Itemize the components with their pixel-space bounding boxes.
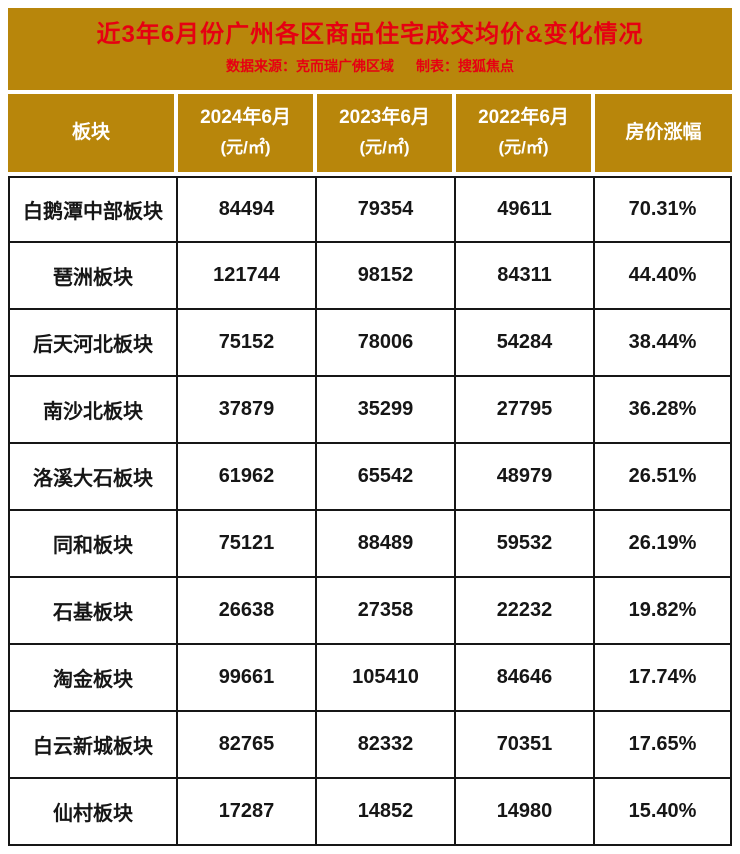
price-cell: 27795 [456,377,595,444]
col-label: 2023年6月 [339,107,430,129]
price-cell: 78006 [317,310,456,377]
price-cell: 14852 [317,779,456,846]
table-row: 淘金板块 99661 105410 84646 17.74% [8,645,732,712]
growth-cell: 38.44% [595,310,732,377]
price-cell: 59532 [456,511,595,578]
col-header-2024: 2024年6月 (元/㎡) [178,94,317,176]
credit-label: 制表：搜狐焦点 [416,58,514,75]
price-cell: 84646 [456,645,595,712]
district-cell: 石基板块 [8,578,178,645]
price-cell: 99661 [178,645,317,712]
col-header-2022: 2022年6月 (元/㎡) [456,94,595,176]
price-cell: 14980 [456,779,595,846]
district-cell: 洛溪大石板块 [8,444,178,511]
price-cell: 17287 [178,779,317,846]
data-source-label: 数据来源：克而瑞广佛区域 [226,58,394,75]
district-cell: 琶洲板块 [8,243,178,310]
col-label: 房价涨幅 [625,121,702,143]
price-cell: 75152 [178,310,317,377]
page-title: 近3年6月份广州各区商品住宅成交均价&变化情况 [96,20,644,48]
table-body: 白鹅潭中部板块 84494 79354 49611 70.31% 琶洲板块 121744 98… [8,176,732,846]
table-row: 石基板块 26638 27358 22232 19.82% [8,578,732,645]
district-cell: 同和板块 [8,511,178,578]
district-cell: 南沙北板块 [8,377,178,444]
price-cell: 79354 [317,176,456,243]
district-cell: 仙村板块 [8,779,178,846]
col-unit: (元/㎡) [498,138,549,158]
growth-cell: 44.40% [595,243,732,310]
district-cell: 淘金板块 [8,645,178,712]
price-cell: 22232 [456,578,595,645]
table-row: 洛溪大石板块 61962 65542 48979 26.51% [8,444,732,511]
price-cell: 27358 [317,578,456,645]
price-cell: 70351 [456,712,595,779]
page-subtitle: 数据来源：克而瑞广佛区域 制表：搜狐焦点 [226,56,514,76]
table-row: 同和板块 75121 88489 59532 26.19% [8,511,732,578]
growth-cell: 15.40% [595,779,732,846]
col-unit: (元/㎡) [220,138,271,158]
growth-cell: 17.74% [595,645,732,712]
district-cell: 后天河北板块 [8,310,178,377]
district-cell: 白鹅潭中部板块 [8,176,178,243]
price-cell: 84494 [178,176,317,243]
table-row: 白鹅潭中部板块 84494 79354 49611 70.31% [8,176,732,243]
growth-cell: 19.82% [595,578,732,645]
col-label: 2024年6月 [200,107,291,129]
price-cell: 61962 [178,444,317,511]
col-unit: (元/㎡) [359,138,410,158]
table-row: 仙村板块 17287 14852 14980 15.40% [8,779,732,846]
col-header-2023: 2023年6月 (元/㎡) [317,94,456,176]
col-label: 板块 [71,121,110,143]
table-row: 白云新城板块 82765 82332 70351 17.65% [8,712,732,779]
table-row: 南沙北板块 37879 35299 27795 36.28% [8,377,732,444]
table-header: 板块 2024年6月 (元/㎡) 2023年6月 (元/㎡) 2022年6月 (… [8,94,732,176]
price-cell: 65542 [317,444,456,511]
growth-cell: 17.65% [595,712,732,779]
growth-cell: 36.28% [595,377,732,444]
price-cell: 98152 [317,243,456,310]
price-cell: 26638 [178,578,317,645]
growth-cell: 26.19% [595,511,732,578]
price-cell: 82765 [178,712,317,779]
title-banner: 近3年6月份广州各区商品住宅成交均价&变化情况 数据来源：克而瑞广佛区域 制表：… [8,8,732,90]
price-cell: 75121 [178,511,317,578]
district-cell: 白云新城板块 [8,712,178,779]
price-cell: 37879 [178,377,317,444]
price-cell: 54284 [456,310,595,377]
price-cell: 49611 [456,176,595,243]
col-label: 2022年6月 [478,107,569,129]
price-cell: 88489 [317,511,456,578]
price-cell: 48979 [456,444,595,511]
price-cell: 105410 [317,645,456,712]
price-cell: 35299 [317,377,456,444]
growth-cell: 70.31% [595,176,732,243]
price-cell: 82332 [317,712,456,779]
header-row: 板块 2024年6月 (元/㎡) 2023年6月 (元/㎡) 2022年6月 (… [8,94,732,176]
table-row: 后天河北板块 75152 78006 54284 38.44% [8,310,732,377]
col-header-district: 板块 [8,94,178,176]
growth-cell: 26.51% [595,444,732,511]
price-cell: 84311 [456,243,595,310]
table-row: 琶洲板块 121744 98152 84311 44.40% [8,243,732,310]
price-cell: 121744 [178,243,317,310]
price-table: 板块 2024年6月 (元/㎡) 2023年6月 (元/㎡) 2022年6月 (… [8,94,732,846]
col-header-growth: 房价涨幅 [595,94,732,176]
